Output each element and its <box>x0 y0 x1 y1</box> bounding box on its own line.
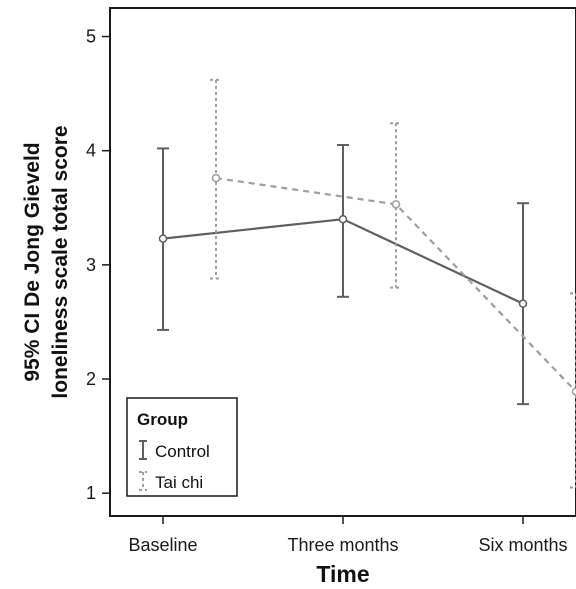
legend-label-control: Control <box>155 442 210 461</box>
mean-point-tai-chi <box>213 175 220 182</box>
x-tick-label: Six months <box>478 535 567 555</box>
x-tick-label: Baseline <box>128 535 197 555</box>
mean-point-control <box>160 235 167 242</box>
y-tick-label: 4 <box>86 141 96 161</box>
x-axis-title: Time <box>316 561 369 587</box>
y-axis: 1 2 3 4 5 <box>86 27 110 504</box>
mean-point-control <box>520 300 527 307</box>
y-axis-title-line-2: loneliness scale total score <box>49 125 72 398</box>
legend-label-tai-chi: Tai chi <box>155 473 203 492</box>
y-axis-title-line-1: 95% CI De Jong Gieveld <box>21 142 44 381</box>
mean-point-tai-chi <box>573 388 576 395</box>
legend: Group Control Tai chi <box>127 398 237 496</box>
mean-point-control <box>340 216 347 223</box>
legend-title: Group <box>137 410 188 429</box>
x-axis: Baseline Three months Six months <box>128 516 567 555</box>
y-tick-label: 1 <box>86 483 96 503</box>
y-tick-label: 5 <box>86 27 96 47</box>
mean-point-tai-chi <box>393 201 400 208</box>
y-tick-label: 3 <box>86 255 96 275</box>
y-tick-label: 2 <box>86 369 96 389</box>
x-tick-label: Three months <box>287 535 398 555</box>
